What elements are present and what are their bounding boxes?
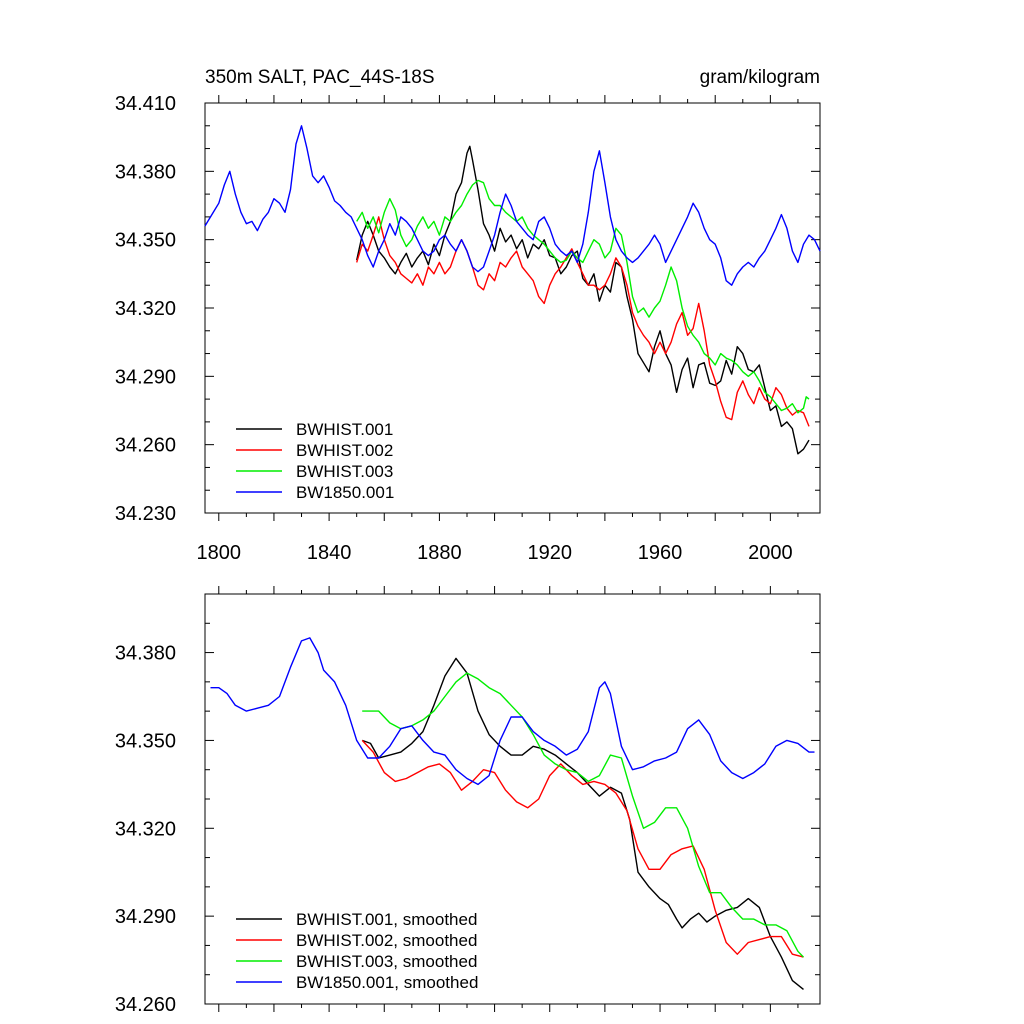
top-chart-panel: 350m SALT, PAC_44S-18S gram/kilogram 34.… xyxy=(115,67,821,564)
y-tick-label: 34.410 xyxy=(115,93,176,115)
chart-title-left: 350m SALT, PAC_44S-18S xyxy=(205,67,435,88)
y-tick-label: 34.350 xyxy=(115,730,176,752)
axis-ticks xyxy=(205,95,820,521)
y-tick-label: 34.320 xyxy=(115,298,176,320)
y-tick-label: 34.380 xyxy=(115,643,176,665)
legend: BWHIST.001, smoothed BWHIST.002, smoothed… xyxy=(236,910,478,992)
legend-label: BWHIST.003 xyxy=(296,462,393,481)
y-tick-label: 34.290 xyxy=(115,366,176,388)
legend-label: BWHIST.003, smoothed xyxy=(296,952,477,971)
y-tick-label: 34.260 xyxy=(115,994,176,1016)
tick-labels: 34.260 34.290 34.320 34.350 34.380 xyxy=(115,643,176,1016)
legend: BWHIST.001 BWHIST.002 BWHIST.003 BW1850.001 xyxy=(236,420,394,502)
y-tick-label: 34.380 xyxy=(115,161,176,183)
y-tick-label: 34.230 xyxy=(115,503,176,525)
series-line-bwhist-003 xyxy=(356,179,810,414)
legend-label: BWHIST.001 xyxy=(296,420,393,439)
series-line-bwhist-003-smoothed xyxy=(362,672,805,958)
chart-title-units: gram/kilogram xyxy=(700,67,820,88)
x-tick-label: 1800 xyxy=(197,542,242,564)
series-line-bw1850-001 xyxy=(204,125,821,286)
series-group xyxy=(210,637,815,990)
x-tick-label: 2000 xyxy=(748,542,793,564)
axis-ticks xyxy=(205,586,820,1012)
tick-labels: 34.230 34.260 34.290 34.320 34.350 34.380 34.4… xyxy=(115,93,793,564)
series-group xyxy=(204,125,821,455)
series-line-bwhist-002-smoothed xyxy=(361,739,804,958)
y-tick-label: 34.350 xyxy=(115,230,176,252)
x-tick-label: 1880 xyxy=(417,542,462,564)
x-tick-label: 1960 xyxy=(638,542,683,564)
series-line-bwhist-001-smoothed xyxy=(361,657,804,990)
y-tick-label: 34.320 xyxy=(115,818,176,840)
series-line-bwhist-001 xyxy=(356,145,810,455)
x-tick-label: 1840 xyxy=(307,542,352,564)
legend-label: BW1850.001, smoothed xyxy=(296,973,478,992)
x-tick-label: 1920 xyxy=(527,542,572,564)
series-line-bw1850-001-smoothed xyxy=(210,637,815,786)
y-tick-label: 34.260 xyxy=(115,435,176,457)
series-line-bwhist-002 xyxy=(356,216,810,427)
legend-label: BWHIST.002 xyxy=(296,441,393,460)
legend-label: BWHIST.002, smoothed xyxy=(296,931,477,950)
legend-label: BW1850.001 xyxy=(296,483,394,502)
bottom-chart-panel: 34.260 34.290 34.320 34.350 34.380 BWHIST.00… xyxy=(115,586,821,1016)
legend-label: BWHIST.001, smoothed xyxy=(296,910,477,929)
y-tick-label: 34.290 xyxy=(115,906,176,928)
